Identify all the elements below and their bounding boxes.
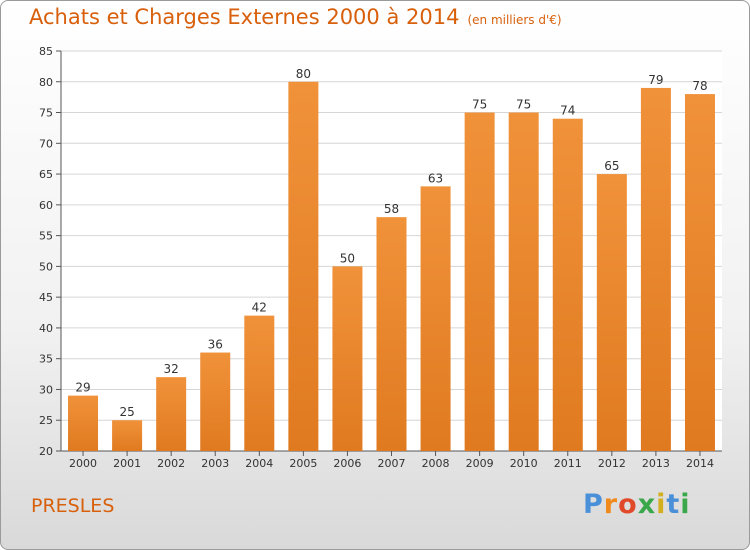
data-label: 78 [692, 79, 707, 93]
bar [244, 315, 275, 451]
x-tick-label: 2009 [466, 457, 494, 470]
x-tick-label: 2007 [378, 457, 406, 470]
y-tick-label: 20 [39, 445, 53, 458]
bar [552, 118, 583, 451]
data-label: 58 [384, 202, 399, 216]
bar [376, 217, 407, 451]
data-label: 75 [472, 98, 487, 112]
logo-letter: r [603, 489, 619, 520]
logo-letter: t [666, 489, 681, 520]
y-tick-label: 80 [39, 76, 53, 89]
logo-letter: i [656, 489, 667, 520]
y-tick-label: 75 [39, 107, 53, 120]
bar [112, 420, 143, 451]
y-tick-label: 65 [39, 168, 53, 181]
y-tick-label: 30 [39, 383, 53, 396]
bar [288, 81, 319, 452]
y-tick-label: 70 [39, 137, 53, 150]
x-tick-label: 2001 [113, 457, 141, 470]
logo-letter: P [583, 489, 604, 520]
bar [420, 186, 451, 451]
data-label: 50 [340, 251, 355, 265]
logo-letter: o [618, 489, 638, 520]
chart-title: Achats et Charges Externes 2000 à 2014 (e… [29, 5, 562, 29]
data-label: 42 [252, 301, 267, 315]
x-tick-label: 2014 [686, 457, 714, 470]
data-label: 36 [208, 338, 223, 352]
x-tick-label: 2011 [554, 457, 582, 470]
data-label: 74 [560, 104, 575, 118]
bar [640, 87, 671, 451]
x-tick-label: 2006 [333, 457, 361, 470]
data-label: 80 [296, 67, 311, 81]
x-tick-label: 2010 [510, 457, 538, 470]
y-tick-label: 85 [39, 45, 53, 58]
y-tick-label: 60 [39, 199, 53, 212]
bar [156, 377, 187, 451]
bar [464, 112, 495, 452]
chart-unit: (en milliers d'€) [467, 13, 562, 27]
data-label: 63 [428, 171, 443, 185]
x-tick-label: 2004 [245, 457, 273, 470]
y-tick-label: 55 [39, 230, 53, 243]
bar [596, 174, 627, 452]
chart-title-text: Achats et Charges Externes 2000 à 2014 [29, 5, 460, 29]
place-name: PRESLES [31, 495, 115, 517]
bar [68, 395, 99, 451]
data-label: 79 [648, 73, 663, 87]
proxiti-logo[interactable]: Proxiti [583, 489, 691, 520]
y-tick-label: 35 [39, 353, 53, 366]
x-tick-label: 2000 [69, 457, 97, 470]
bar [684, 94, 715, 452]
y-tick-label: 40 [39, 322, 53, 335]
bar [200, 352, 231, 451]
x-tick-label: 2008 [422, 457, 450, 470]
x-tick-label: 2002 [157, 457, 185, 470]
y-tick-label: 25 [39, 414, 53, 427]
data-label: 29 [75, 381, 90, 395]
x-tick-label: 2012 [598, 457, 626, 470]
bar [508, 112, 539, 452]
data-label: 25 [119, 405, 134, 419]
y-tick-label: 50 [39, 260, 53, 273]
logo-letter: x [637, 489, 657, 520]
logo-letter: i [680, 489, 691, 520]
data-label: 32 [164, 362, 179, 376]
x-tick-label: 2003 [201, 457, 229, 470]
data-label: 75 [516, 98, 531, 112]
x-tick-label: 2005 [289, 457, 317, 470]
data-label: 65 [604, 159, 619, 173]
bar [332, 266, 363, 451]
x-tick-label: 2013 [642, 457, 670, 470]
y-tick-label: 45 [39, 291, 53, 304]
